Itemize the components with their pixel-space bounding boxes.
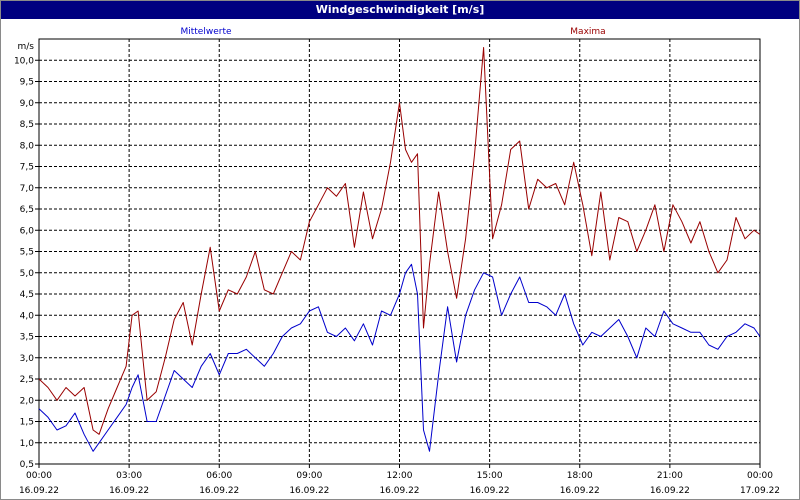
- y-tick-label: 3,5: [20, 333, 34, 343]
- y-tick-label: 3,0: [20, 354, 35, 364]
- y-tick-label: 6,0: [20, 226, 35, 236]
- x-tick-time-label: 15:00: [477, 471, 503, 481]
- y-tick-label: 2,0: [20, 396, 35, 406]
- x-tick-date-label: 17.09.22: [740, 486, 780, 496]
- x-tick-date-label: 16.09.22: [379, 486, 419, 496]
- x-tick-date-label: 16.09.22: [560, 486, 600, 496]
- y-tick-label: 5,5: [20, 248, 34, 258]
- y-tick-label: 8,5: [20, 120, 34, 130]
- x-tick-date-label: 16.09.22: [650, 486, 690, 496]
- y-tick-label: 1,5: [20, 418, 34, 428]
- legend-label-maxima: Maxima: [570, 27, 605, 37]
- y-tick-label: 9,5: [20, 78, 34, 88]
- series-line-mittelwerte: [38, 263, 761, 452]
- x-tick-date-label: 16.09.22: [470, 486, 510, 496]
- x-tick-date-label: 16.09.22: [19, 486, 59, 496]
- y-tick-label: 1,0: [20, 439, 35, 449]
- legend-label-mittelwerte: Mittelwerte: [180, 27, 231, 37]
- y-tick-label: 10,0: [14, 56, 34, 66]
- x-tick-time-label: 09:00: [296, 471, 322, 481]
- x-tick-time-label: 00:00: [747, 471, 773, 481]
- series-line-maxima: [38, 47, 761, 435]
- y-tick-label: 7,0: [20, 184, 35, 194]
- x-tick-time-label: 12:00: [387, 471, 413, 481]
- x-tick-date-label: 16.09.22: [109, 486, 149, 496]
- y-tick-label: 8,0: [20, 141, 35, 151]
- y-tick-label: 7,5: [20, 163, 34, 173]
- y-tick-label: 6,5: [20, 205, 34, 215]
- grid-layer: [38, 38, 761, 465]
- y-tick-label: 4,5: [20, 290, 34, 300]
- y-tick-label: 0,5: [20, 460, 34, 470]
- x-tick-time-label: 06:00: [206, 471, 232, 481]
- label-layer: 0,5 1,0 1,5 2,0 2,5 3,0 3,5 4,0 4,5 5,0 5,5 6,0 6,5 7…: [14, 27, 780, 496]
- x-tick-date-label: 16.09.22: [199, 486, 239, 496]
- x-tick-time-label: 03:00: [116, 471, 142, 481]
- y-axis-label: m/s: [18, 42, 35, 52]
- x-tick-time-label: 18:00: [567, 471, 593, 481]
- y-tick-label: 4,0: [20, 311, 35, 321]
- y-tick-label: 2,5: [20, 375, 34, 385]
- y-tick-label: 9,0: [20, 99, 35, 109]
- x-tick-time-label: 21:00: [657, 471, 683, 481]
- series-layer: [38, 47, 761, 452]
- y-tick-label: 5,0: [20, 269, 35, 279]
- x-tick-date-label: 16.09.22: [289, 486, 329, 496]
- x-tick-time-label: 00:00: [26, 471, 52, 481]
- axis-layer: [35, 59, 761, 468]
- chart-title: Windgeschwindigkeit [m/s]: [1, 1, 799, 19]
